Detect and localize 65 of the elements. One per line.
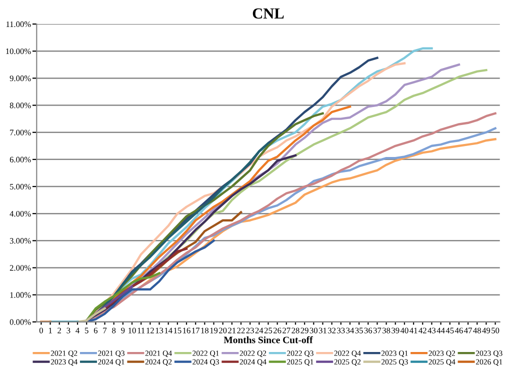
x-tick-label: 46: [454, 328, 463, 334]
x-tick-label: 40: [400, 328, 408, 334]
x-tick-label: 1: [48, 328, 52, 334]
x-tick-label: 33: [337, 328, 345, 334]
x-tick-label: 0: [39, 328, 43, 334]
chart-title: CNL: [252, 8, 284, 19]
x-tick-label: 8: [112, 328, 116, 334]
x-tick-label: 20: [219, 328, 227, 334]
y-tick-label: 4.00%: [10, 210, 31, 217]
x-tick-label: 37: [373, 328, 382, 334]
x-tick-label: 27: [282, 328, 290, 334]
x-tick-label: 9: [121, 328, 125, 334]
x-tick-label: 41: [410, 328, 418, 334]
y-tick-label: 7.00%: [10, 130, 31, 136]
x-tick-label: 36: [364, 328, 372, 334]
y-tick-label: 2.00%: [10, 265, 31, 271]
x-tick-label: 7: [103, 328, 107, 334]
x-tick-label: 35: [355, 328, 363, 334]
x-tick-label: 23: [246, 328, 254, 334]
x-tick-label: 24: [255, 328, 264, 334]
x-tick-label: 10: [128, 328, 136, 334]
x-tick-label: 48: [473, 328, 481, 334]
x-tick-label: 39: [392, 328, 400, 334]
x-tick-label: 11: [138, 328, 145, 334]
x-tick-label: 28: [292, 328, 300, 334]
x-tick-label: 29: [300, 328, 308, 334]
x-tick-label: 43: [428, 328, 436, 334]
x-tick-label: 17: [192, 328, 200, 334]
x-tick-label: 42: [418, 328, 426, 334]
x-tick-label: 25: [264, 328, 272, 334]
y-tick-label: 3.00%: [10, 238, 31, 244]
x-tick-label: 5: [85, 328, 88, 334]
x-tick-label: 16: [183, 328, 190, 334]
x-tick-label: 6: [94, 328, 98, 334]
x-tick-label: 26: [274, 328, 282, 334]
y-tick-label: 8.00%: [10, 102, 31, 108]
y-tick-label: 6.00%: [10, 156, 31, 162]
y-tick-label: 11.00%: [6, 21, 31, 28]
x-tick-label: 45: [446, 328, 454, 334]
x-tick-label: 3: [66, 328, 70, 334]
x-tick-label: 30: [310, 328, 318, 334]
y-tick-label: 1.00%: [10, 292, 31, 298]
x-axis-title: Months Since Cut-off: [224, 336, 313, 344]
x-tick-label: 50: [492, 328, 500, 334]
y-tick-label: 5.00%: [10, 184, 31, 190]
x-tick-label: 19: [210, 328, 218, 334]
x-tick-label: 2: [58, 328, 61, 334]
x-tick-label: 12: [146, 328, 154, 334]
x-tick-label: 34: [346, 328, 354, 334]
x-tick-label: 15: [174, 328, 182, 334]
x-tick-label: 31: [318, 328, 326, 334]
x-tick-label: 47: [464, 328, 472, 334]
x-tick-label: 49: [482, 328, 490, 334]
x-tick-label: 4: [76, 328, 80, 334]
x-tick-label: 21: [228, 328, 236, 334]
x-tick-label: 32: [328, 328, 336, 334]
x-tick-label: 18: [201, 328, 209, 334]
y-tick-label: 9.00%: [10, 76, 31, 82]
y-tick-label: 0.00%: [10, 319, 31, 325]
x-tick-label: 22: [237, 328, 245, 334]
x-tick-label: 44: [436, 328, 445, 334]
y-tick-label: 10.00%: [6, 48, 31, 54]
x-tick-label: 13: [156, 328, 164, 334]
x-tick-label: 38: [382, 328, 390, 334]
x-tick-label: 14: [164, 328, 172, 334]
